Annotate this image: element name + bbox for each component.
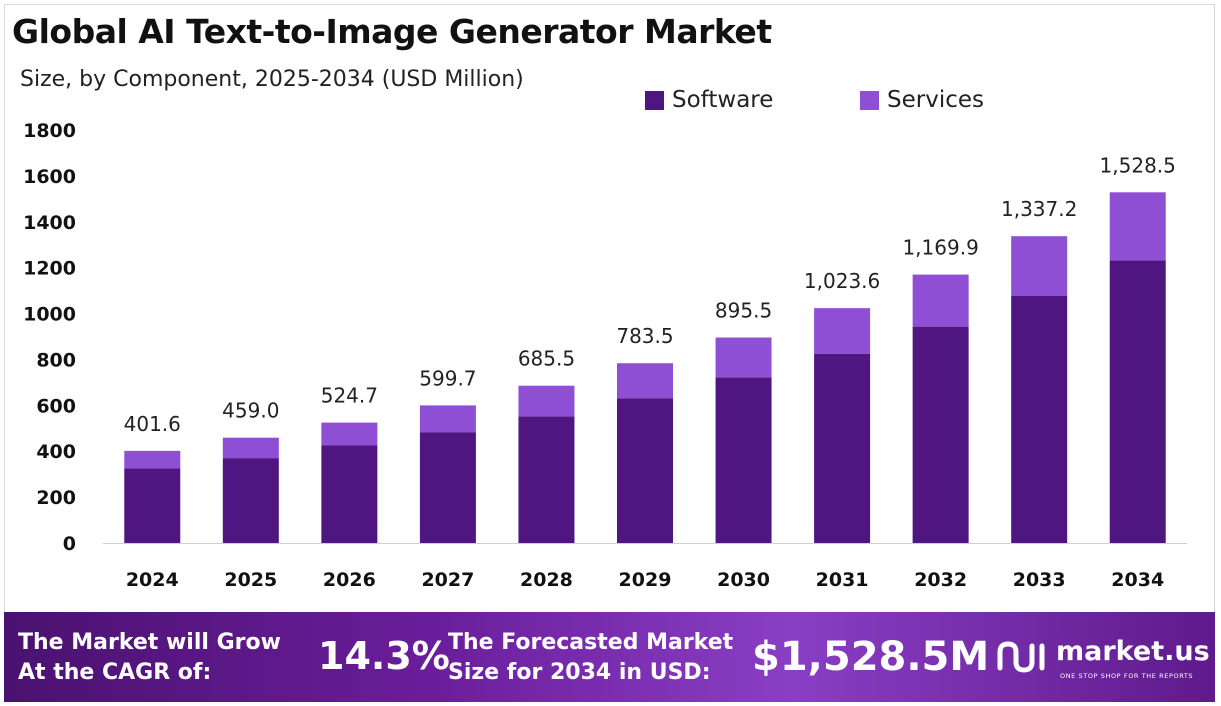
bar-services-2032 xyxy=(912,274,969,327)
y-tick-label: 400 xyxy=(36,441,76,463)
x-tick-label-2031: 2031 xyxy=(816,569,869,591)
bar-services-2028 xyxy=(518,385,575,417)
bar-software-2028 xyxy=(518,416,575,543)
bar-software-2029 xyxy=(617,398,673,543)
data-label-total-2026: 524.7 xyxy=(321,384,378,408)
x-tick-label-2034: 2034 xyxy=(1111,569,1164,591)
y-tick-label: 1600 xyxy=(23,166,76,188)
bar-services-2024 xyxy=(124,450,181,469)
summary-banner: The Market will Grow At the CAGR of: 14.… xyxy=(4,612,1215,702)
y-tick-label: 1400 xyxy=(23,212,76,234)
y-tick-label: 1800 xyxy=(23,120,76,142)
legend-item-services: Services xyxy=(860,86,984,114)
x-tick-label-2033: 2033 xyxy=(1013,569,1066,591)
bar-services-2030 xyxy=(715,337,772,378)
bar-software-2024 xyxy=(124,468,181,543)
legend-swatch-services xyxy=(860,90,879,110)
data-label-total-2027: 599.7 xyxy=(419,366,476,390)
data-label-total-2033: 1,337.2 xyxy=(1001,197,1077,221)
x-tick-label-2026: 2026 xyxy=(323,569,376,591)
y-tick-label: 600 xyxy=(36,395,76,417)
forecast-value: $1,528.5M xyxy=(752,634,990,680)
legend-label-services: Services xyxy=(887,87,984,113)
brand-tagline: ONE STOP SHOP FOR THE REPORTS xyxy=(1060,672,1194,680)
x-tick-label-2029: 2029 xyxy=(619,569,672,591)
legend-swatch-software xyxy=(645,90,664,110)
bar-software-2033 xyxy=(1011,295,1068,543)
bar-services-2034 xyxy=(1109,192,1166,261)
market-us-logo-icon xyxy=(997,641,1045,673)
forecast-label-line1: The Forecasted Market xyxy=(448,630,734,655)
data-label-total-2024: 401.6 xyxy=(124,412,181,436)
x-tick-label-2024: 2024 xyxy=(126,569,179,591)
brand-name: market.us xyxy=(1056,636,1210,667)
bar-services-2029 xyxy=(617,363,673,399)
data-label-total-2028: 685.5 xyxy=(518,347,575,371)
x-tick-label-2032: 2032 xyxy=(914,569,967,591)
cagr-label-line2: At the CAGR of: xyxy=(18,660,212,685)
data-label-total-2032: 1,169.9 xyxy=(902,236,978,260)
bar-services-2033 xyxy=(1011,236,1068,296)
bar-software-2025 xyxy=(222,458,279,543)
bar-services-2026 xyxy=(321,422,378,446)
bar-services-2027 xyxy=(419,405,476,433)
chart-title: Global AI Text-to-Image Generator Market xyxy=(12,12,772,51)
cagr-label-line1: The Market will Grow xyxy=(18,630,281,655)
legend-label-software: Software xyxy=(672,87,774,113)
bar-services-2031 xyxy=(814,308,871,354)
y-tick-label: 1200 xyxy=(23,258,76,280)
data-label-total-2031: 1,023.6 xyxy=(804,269,880,293)
forecast-label-line2: Size for 2034 in USD: xyxy=(448,660,711,685)
x-tick-label-2028: 2028 xyxy=(520,569,573,591)
y-tick-label: 800 xyxy=(36,349,76,371)
data-label-total-2029: 783.5 xyxy=(616,324,673,348)
y-tick-label: 1000 xyxy=(23,304,76,326)
x-tick-label-2030: 2030 xyxy=(717,569,770,591)
bar-software-2031 xyxy=(814,353,871,543)
chart-subtitle: Size, by Component, 2025-2034 (USD Milli… xyxy=(20,67,524,92)
y-tick-label: 200 xyxy=(36,487,76,509)
bar-software-2032 xyxy=(912,326,969,543)
y-tick-label: 0 xyxy=(63,533,76,555)
data-label-total-2025: 459.0 xyxy=(222,399,279,423)
cagr-value: 14.3% xyxy=(318,634,450,678)
bar-software-2030 xyxy=(715,377,772,543)
bar-software-2026 xyxy=(321,445,378,543)
data-label-total-2034: 1,528.5 xyxy=(1100,153,1176,177)
bar-software-2034 xyxy=(1109,260,1166,543)
x-tick-label-2025: 2025 xyxy=(224,569,277,591)
bar-services-2025 xyxy=(222,437,279,459)
data-label-total-2030: 895.5 xyxy=(715,299,772,323)
bar-software-2027 xyxy=(419,432,476,543)
x-tick-label-2027: 2027 xyxy=(421,569,474,591)
bar-chart: 0 200 400 600 800 1000 1200 1400 1600 1800 401.6 20… xyxy=(23,120,1187,591)
legend-item-software: Software xyxy=(645,86,773,114)
